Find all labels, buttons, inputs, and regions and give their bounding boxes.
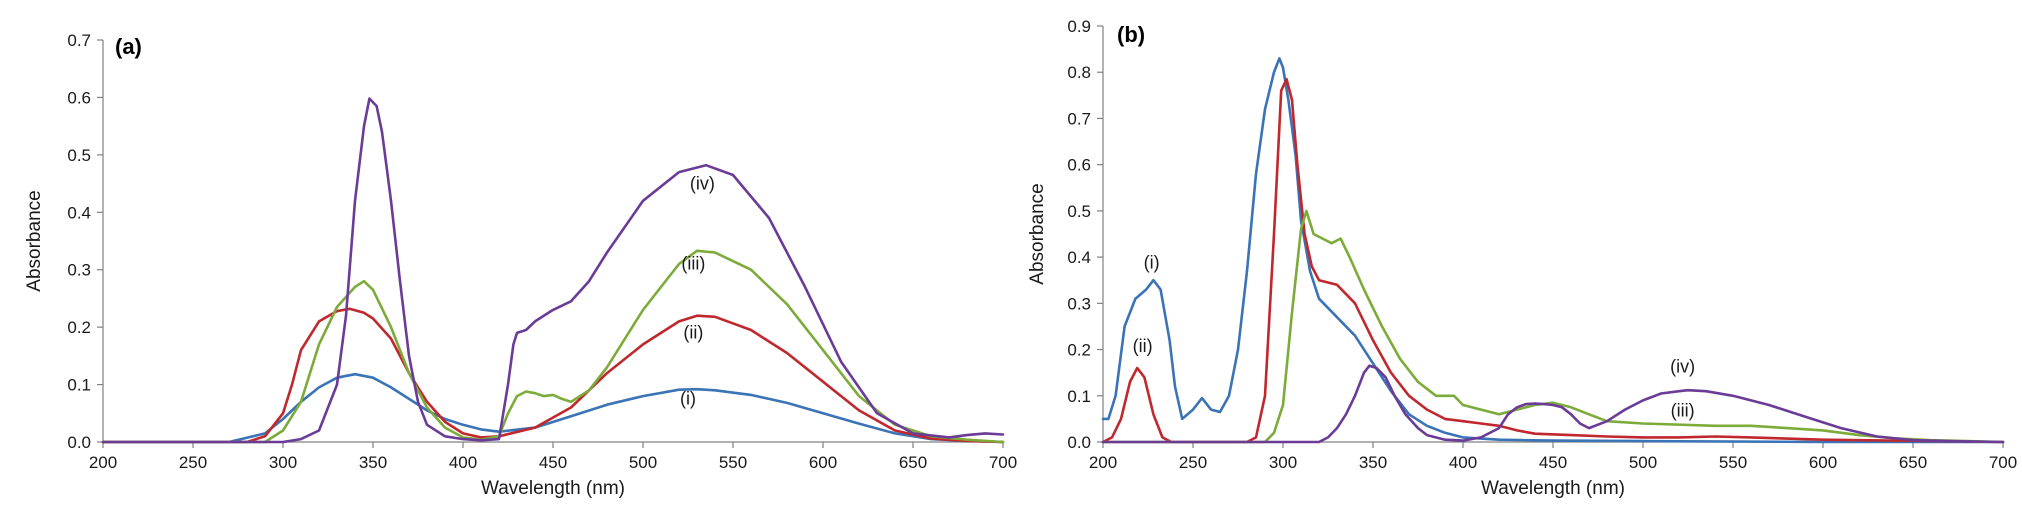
x-tick-label: 550 [719, 453, 747, 472]
x-tick-label: 250 [179, 453, 207, 472]
y-tick-label: 0.7 [1067, 109, 1091, 128]
panel-label: (b) [1117, 22, 1145, 47]
y-tick-label: 0.5 [67, 146, 91, 165]
y-tick-label: 0.6 [67, 88, 91, 107]
series-label-ii: (ii) [683, 323, 703, 343]
x-tick-label: 250 [1179, 453, 1207, 472]
series-label-ii: (ii) [1133, 336, 1153, 356]
series-label-i: (i) [1144, 253, 1160, 273]
y-axis-title: Absorbance [1027, 183, 1048, 284]
x-tick-label: 650 [1899, 453, 1927, 472]
x-tick-label: 200 [89, 453, 117, 472]
y-tick-label: 0.5 [1067, 202, 1091, 221]
x-tick-label: 400 [449, 453, 477, 472]
y-tick-label: 0.4 [1067, 248, 1091, 267]
series-line-iv [101, 97, 1005, 444]
x-tick-label: 300 [269, 453, 297, 472]
series-line-ii [1101, 77, 2005, 444]
y-tick-label: 0.0 [1067, 433, 1091, 452]
x-tick-label: 450 [539, 453, 567, 472]
y-tick-label: 0.6 [1067, 156, 1091, 175]
series-label-iii: (iii) [1671, 401, 1695, 421]
x-tick-label: 600 [809, 453, 837, 472]
y-tick-label: 0.9 [1067, 17, 1091, 36]
x-tick-label: 300 [1269, 453, 1297, 472]
y-axis-title: Absorbance [24, 190, 45, 291]
x-tick-label: 550 [1719, 453, 1747, 472]
panel-b: 200 250 300 350 400 450 500 550 600 650 700 0.0 0.1 0… [1027, 17, 2017, 499]
y-tick-label: 0.3 [67, 261, 91, 280]
series-line-iii [101, 249, 1005, 444]
series-label-iii: (iii) [681, 254, 705, 274]
x-tick-label: 600 [1809, 453, 1837, 472]
x-tick-label: 350 [1359, 453, 1387, 472]
x-tick-label: 650 [899, 453, 927, 472]
series-line-i [101, 372, 1005, 444]
series-label-iv: (iv) [1670, 357, 1695, 377]
y-tick-label: 0.1 [67, 376, 91, 395]
x-tick-label: 500 [629, 453, 657, 472]
series-label-i: (i) [680, 389, 696, 409]
series-line-ii [101, 307, 1005, 444]
x-axis-title: Wavelength (nm) [1481, 478, 1625, 499]
y-tick-label: 0.4 [67, 203, 91, 222]
y-tick-label: 0.0 [67, 433, 91, 452]
series-label-iv: (iv) [690, 173, 715, 193]
y-tick-label: 0.8 [1067, 63, 1091, 82]
x-tick-label: 350 [359, 453, 387, 472]
y-tick-label: 0.1 [1067, 387, 1091, 406]
x-tick-label: 700 [989, 453, 1017, 472]
y-tick-label: 0.2 [1067, 341, 1091, 360]
x-axis-title: Wavelength (nm) [481, 478, 625, 499]
x-tick-label: 450 [1539, 453, 1567, 472]
x-tick-label: 700 [1989, 453, 2017, 472]
x-tick-label: 500 [1629, 453, 1657, 472]
panel-label: (a) [115, 34, 142, 59]
x-tick-label: 200 [1089, 453, 1117, 472]
series-line-iii [1101, 209, 2005, 444]
series-line-i [1101, 57, 2005, 444]
series-line-iv [1101, 364, 2005, 444]
y-tick-label: 0.2 [67, 318, 91, 337]
x-tick-label: 400 [1449, 453, 1477, 472]
y-tick-label: 0.7 [67, 31, 91, 50]
panel-a: 200 250 300 350 400 450 500 550 600 650 700 0.0 0.1 0… [24, 31, 1017, 499]
y-tick-label: 0.3 [1067, 294, 1091, 313]
